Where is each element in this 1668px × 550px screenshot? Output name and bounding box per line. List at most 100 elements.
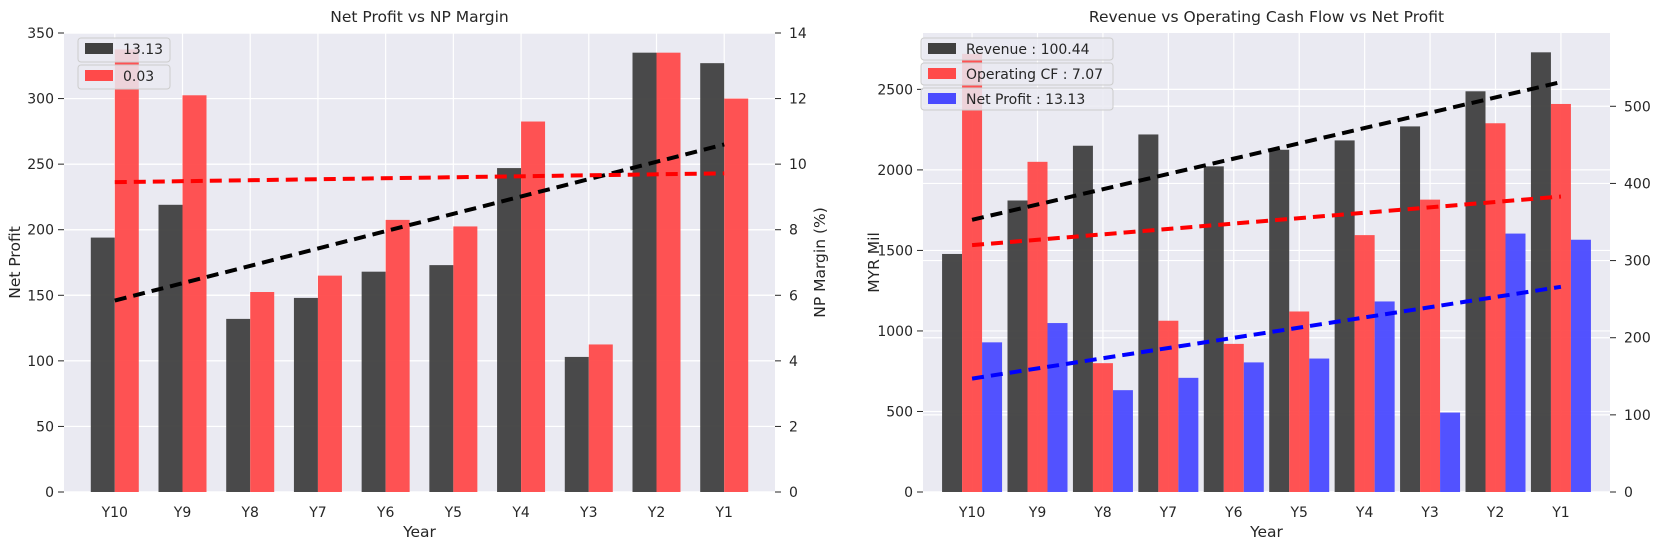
x-tick-label: Y1 [1551,505,1569,521]
bar-left-series-1 [1530,52,1551,492]
bar-right-series-2 [1354,235,1375,492]
bar-left-series-1 [942,253,963,492]
bar-right-series-2 [1485,123,1506,492]
legend-label: Revenue : 100.44 [966,42,1090,58]
y2-tick-label: 0 [1624,485,1633,501]
bar-right-series-2 [114,49,139,493]
chart-panel-1: 0 50 100 150 200 250 300 350 0 2 4 6 8 10 12 14 Y10 Y9 Y8 Y… [6,8,829,541]
y2-tick-label: 4 [789,354,798,370]
x-tick-label: Y8 [1093,505,1111,521]
x-tick-label: Y6 [1224,505,1243,521]
chart-title: Net Profit vs NP Margin [330,8,508,26]
legend-label: 13.13 [123,42,163,58]
bar-left-series-1 [1269,149,1290,492]
x-tick-label: Y5 [444,505,462,521]
legend-box [920,62,1114,86]
legend-swatch [928,43,956,54]
bar-left-series-1 [1007,200,1028,492]
bar-left-series-1 [1072,145,1093,492]
y2-tick-label: 300 [1624,254,1651,270]
y-tick-label: 500 [886,404,913,420]
legend-entry-3: Net Profit : 13.13 [920,87,1114,111]
trend-line-3 [971,284,1562,381]
y2-tick-label: 400 [1624,176,1651,192]
x-tick-label: Y10 [101,505,128,521]
y-tick-label: 50 [36,419,54,435]
y2-tick-label: 0 [789,485,798,501]
trend-line-2 [971,194,1562,248]
legend-label: Net Profit : 13.13 [966,92,1085,108]
bar-right-series-2 [1289,311,1310,492]
bar-left-series-1 [497,168,522,492]
bar-right-series-3 [1047,323,1068,492]
legend-label: 0.03 [123,69,154,85]
bar-right-series-2 [1223,343,1244,492]
legend-entry-2: 0.03 [77,64,171,90]
bar-left-series-1 [632,52,657,493]
y2-tick-label: 100 [1624,408,1651,424]
y2-tick-label: 12 [789,92,807,108]
legend-swatch [85,43,113,54]
x-tick-label: Y7 [1159,505,1177,521]
y2-tick-label: 2 [789,419,798,435]
bar-right-series-3 [1374,301,1395,492]
bar-left-series-1 [361,271,386,492]
bar-left-series-1 [1334,140,1355,492]
y-tick-label: 100 [27,354,54,370]
bar-right-series-3 [982,342,1003,492]
y-axis-label: MYR Mil [865,232,883,293]
bar-right-series-2 [521,121,546,493]
x-tick-label: Y4 [1355,505,1374,521]
bar-left-series-1 [226,318,251,492]
y2-tick-label: 8 [789,223,798,239]
y2-tick-label: 500 [1624,99,1651,115]
y-tick-label: 150 [27,288,54,304]
bar-left-series-1 [90,237,115,492]
bar-right-series-2 [1420,199,1441,492]
x-axis-label: Year [1249,523,1283,541]
legend-swatch [85,70,113,81]
x-tick-label: Y9 [173,505,191,521]
bar-right-series-3 [1505,233,1526,493]
bar-left-series-1 [1203,166,1224,493]
bar-left-series-1 [700,63,725,493]
x-tick-label: Y6 [376,505,395,521]
bar-right-series-3 [1243,362,1264,492]
bar-right-series-3 [1309,358,1330,492]
bar-right-series-3 [1178,377,1199,492]
bar-right-series-2 [962,53,983,492]
x-tick-label: Y7 [308,505,326,521]
bar-right-series-2 [588,344,613,492]
bar-right-series-3 [1440,412,1461,492]
bar-left-series-1 [1138,134,1159,492]
trend-line-1 [114,142,725,303]
bar-right-series-2 [453,226,478,492]
legend-entry-1: 13.13 [77,37,171,63]
legend-label: Operating CF : 7.07 [966,67,1103,83]
x-tick-label: Y10 [958,505,985,521]
y-axis-label: Net Profit [6,226,24,299]
legend-entry-1: Revenue : 100.44 [920,37,1114,61]
bar-right-series-2 [656,52,681,493]
y2-tick-label: 6 [789,288,798,304]
y-tick-label: 300 [27,92,54,108]
x-tick-label: Y2 [647,505,665,521]
bar-right-series-2 [182,95,207,493]
x-tick-label: Y3 [1420,505,1438,521]
bar-right-series-2 [1550,103,1571,492]
bar-left-series-1 [1465,91,1486,492]
bar-right-series-2 [724,98,749,493]
bar-left-series-1 [158,204,183,492]
bar-right-series-2 [250,292,275,492]
x-tick-label: Y5 [1289,505,1307,521]
bar-right-series-2 [1092,363,1113,492]
x-axis-label: Year [402,523,436,541]
bar-left-series-1 [429,265,454,492]
y-tick-label: 250 [27,157,54,173]
trend-line-1 [971,80,1562,222]
x-tick-label: Y9 [1028,505,1046,521]
x-tick-label: Y3 [579,505,597,521]
x-tick-label: Y4 [511,505,530,521]
y-tick-label: 350 [27,26,54,42]
